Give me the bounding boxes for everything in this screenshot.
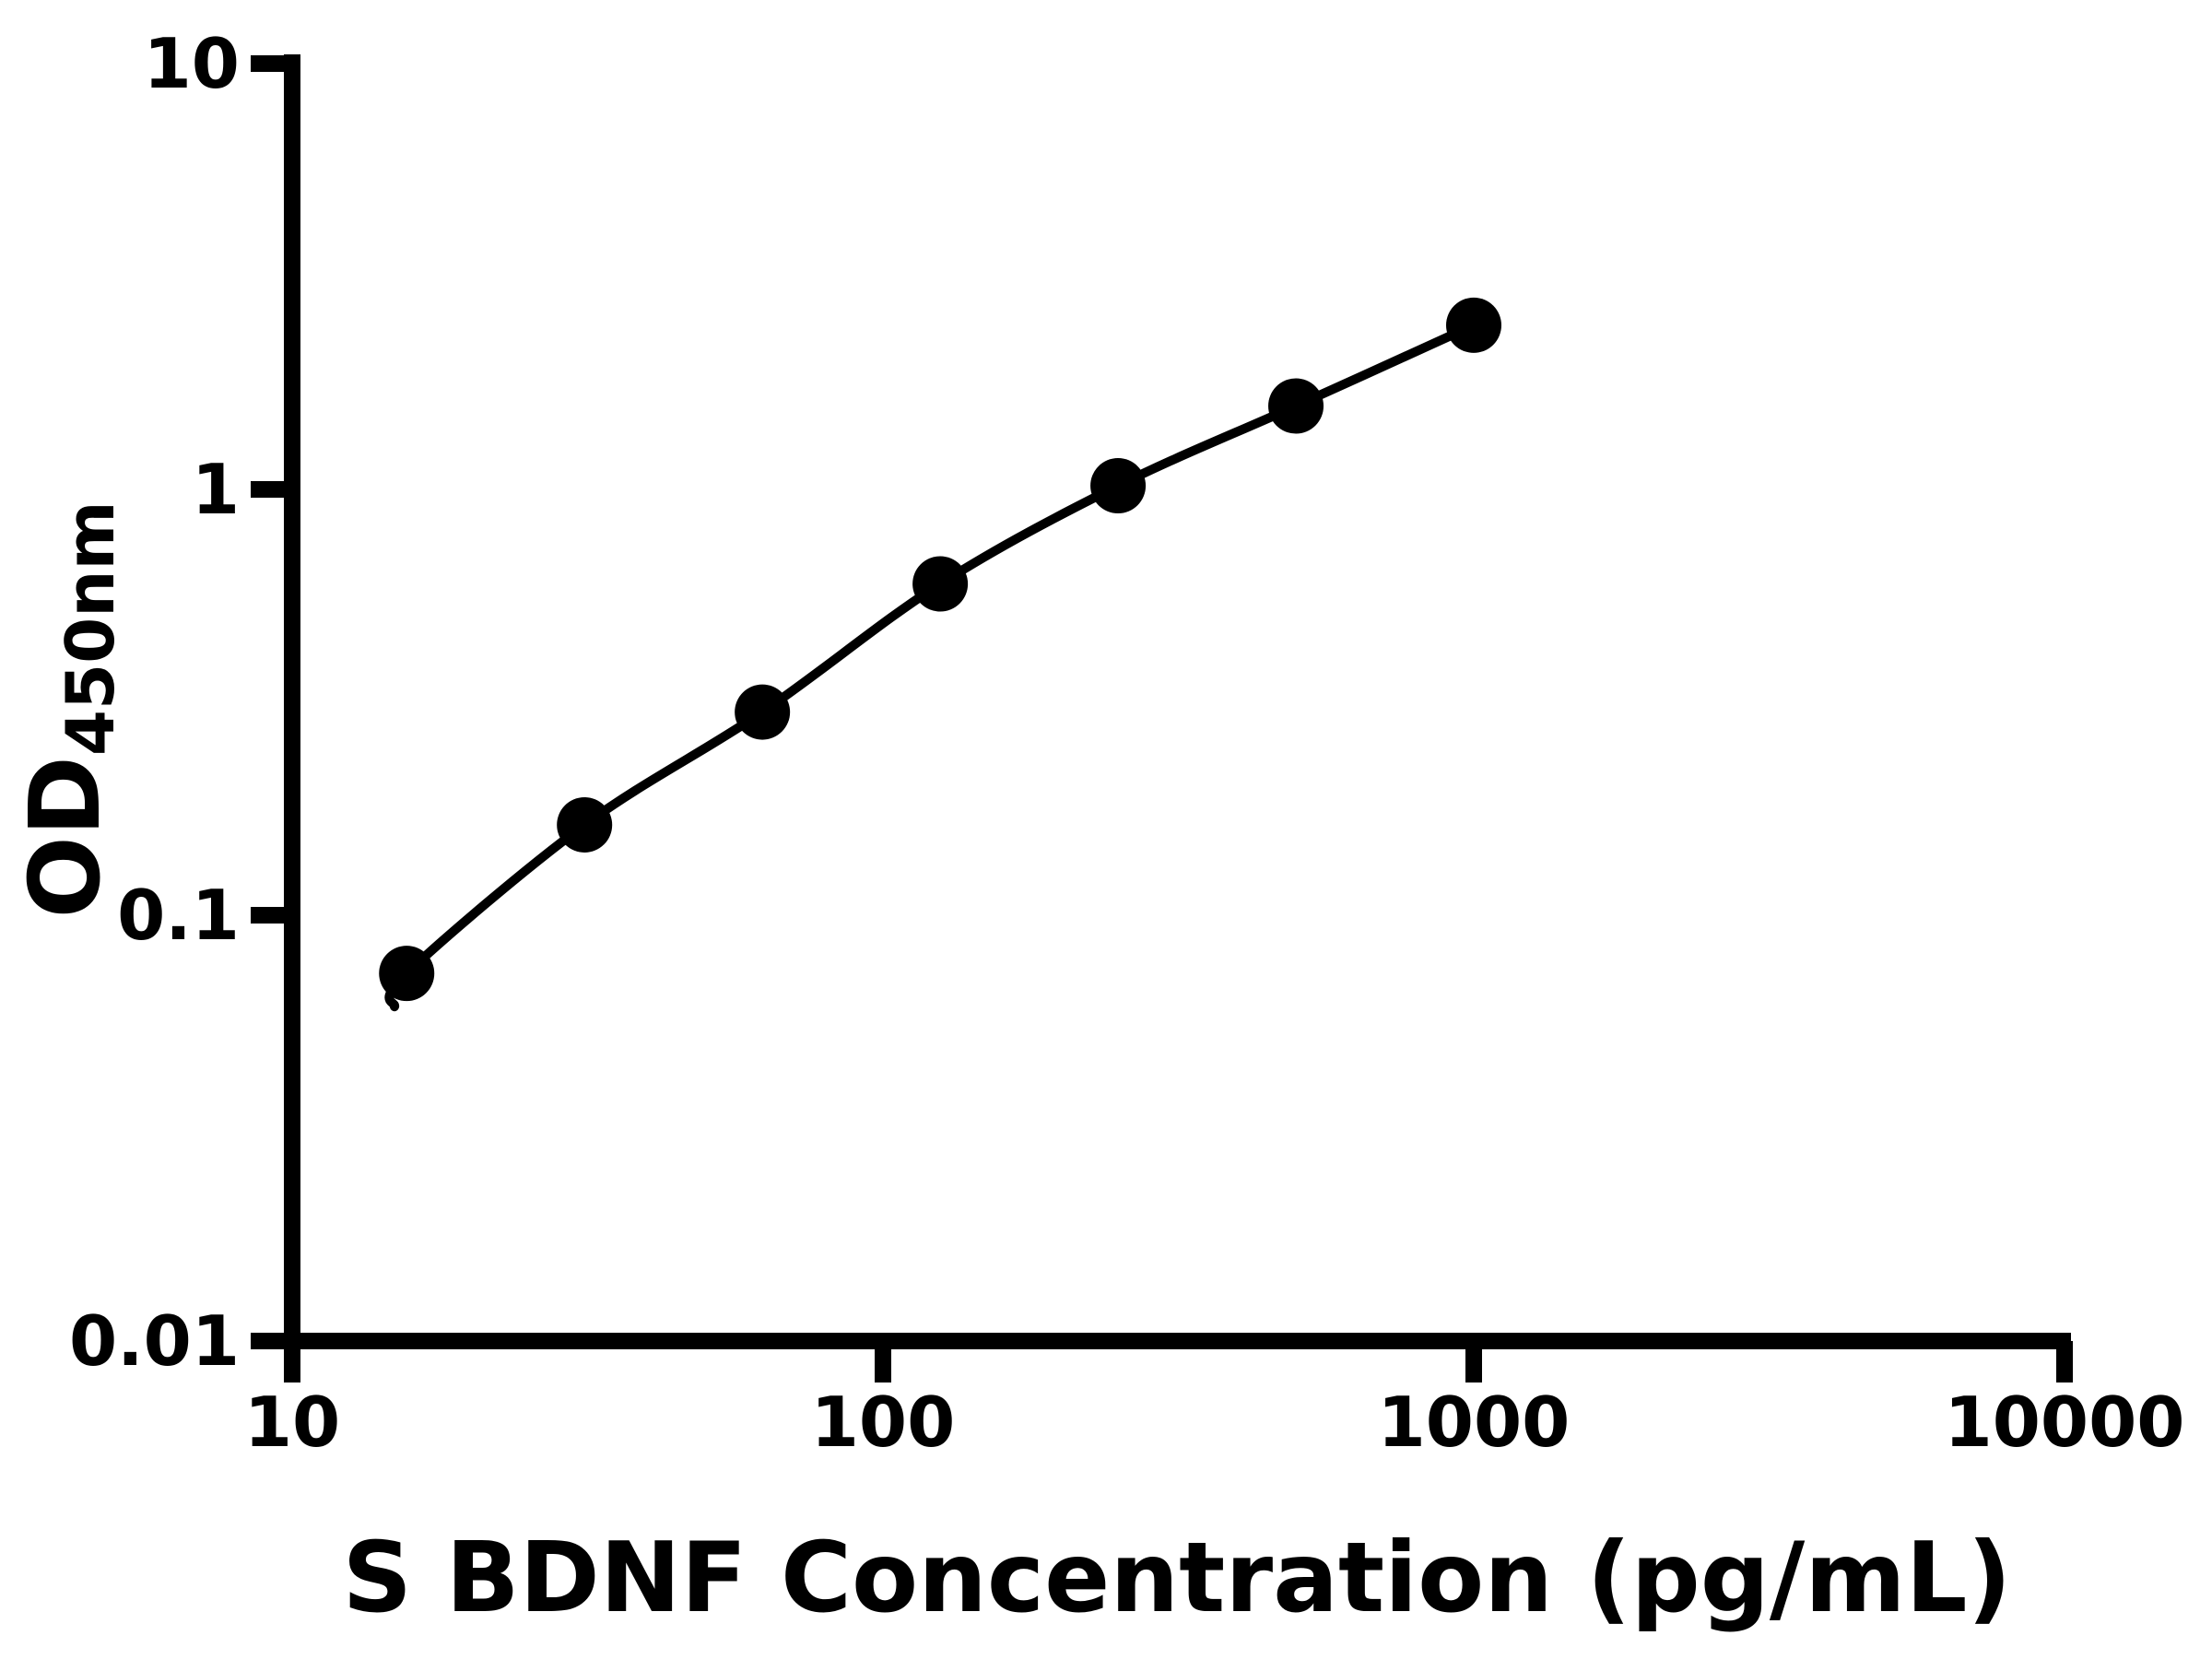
y-tick-label: 0.01 — [68, 1300, 240, 1382]
y-tick-label: 10 — [143, 23, 240, 104]
x-axis-title: S BDNF Concentration (pg/mL) — [342, 1522, 2012, 1634]
data-point-marker — [1268, 378, 1324, 434]
y-axis-title: OD450nm — [9, 501, 129, 919]
data-points — [379, 297, 1501, 1002]
x-tick-label: 1000 — [1377, 1382, 1571, 1463]
y-tick-label: 0.1 — [117, 875, 240, 956]
data-point-marker — [912, 556, 969, 612]
x-tick-label: 10000 — [1944, 1382, 2185, 1463]
x-tick-label: 100 — [810, 1382, 956, 1463]
y-axis-title-main: OD — [9, 756, 122, 919]
y-axis-title-sub: 450nm — [52, 500, 129, 757]
x-tick-label: 10 — [243, 1382, 341, 1463]
data-point-marker — [557, 796, 613, 853]
axis-ticks — [251, 55, 2073, 1382]
data-point-marker — [379, 946, 435, 1002]
data-point-marker — [1090, 458, 1147, 514]
data-point-marker — [1446, 297, 1501, 353]
y-tick-label: 1 — [191, 449, 240, 530]
data-point-marker — [735, 684, 791, 740]
